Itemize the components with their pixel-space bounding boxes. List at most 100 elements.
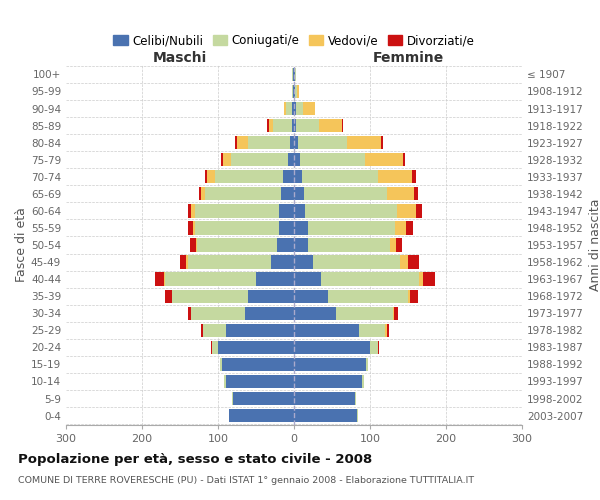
Bar (370, 340, 377, 354)
Bar (220, 358, 222, 371)
Bar (165, 272, 256, 286)
Bar (203, 324, 226, 337)
Bar (297, 85, 299, 98)
Bar (165, 290, 172, 303)
Bar (395, 222, 406, 234)
Bar (390, 238, 396, 252)
Bar (232, 392, 233, 405)
Bar (294, 340, 370, 354)
Bar (201, 187, 205, 200)
Bar (279, 204, 294, 218)
Bar (273, 119, 292, 132)
Bar (296, 119, 319, 132)
Bar (188, 204, 191, 218)
Bar (279, 222, 294, 234)
Bar (328, 290, 408, 303)
Bar (294, 392, 355, 405)
Bar (269, 119, 273, 132)
Bar (164, 272, 165, 286)
Bar (294, 375, 362, 388)
Bar (308, 222, 395, 234)
Bar (226, 375, 294, 388)
Bar (319, 119, 342, 132)
Bar (191, 306, 245, 320)
Bar (293, 68, 294, 81)
Bar (212, 340, 218, 354)
Bar (215, 170, 283, 183)
Bar (218, 340, 294, 354)
Bar (294, 102, 296, 115)
Bar (294, 68, 295, 81)
Bar (294, 153, 300, 166)
Bar (286, 102, 292, 115)
Bar (294, 409, 357, 422)
Bar (295, 85, 297, 98)
Bar (284, 102, 286, 115)
Bar (388, 187, 414, 200)
Bar (294, 290, 328, 303)
Bar (320, 272, 419, 286)
Bar (195, 222, 279, 234)
Bar (393, 306, 394, 320)
Legend: Celibi/Nubili, Coniugati/e, Vedovi/e, Divorziati/e: Celibi/Nubili, Coniugati/e, Vedovi/e, Di… (109, 30, 479, 52)
Bar (419, 272, 423, 286)
Bar (208, 170, 215, 183)
Bar (387, 324, 389, 337)
Bar (385, 324, 387, 337)
Bar (281, 187, 294, 200)
Bar (336, 306, 393, 320)
Text: Maschi: Maschi (153, 51, 207, 65)
Bar (294, 324, 359, 337)
Bar (294, 358, 366, 371)
Text: COMUNE DI TERRE ROVERESCHE (PU) - Dati ISTAT 1° gennaio 2008 - Elaborazione TUTT: COMUNE DI TERRE ROVERESCHE (PU) - Dati I… (18, 476, 474, 485)
Bar (222, 358, 294, 371)
Bar (292, 119, 294, 132)
Bar (205, 187, 281, 200)
Y-axis label: Anni di nascita: Anni di nascita (589, 198, 600, 291)
Bar (366, 358, 368, 371)
Text: Femmine: Femmine (373, 51, 443, 65)
Bar (283, 170, 294, 183)
Bar (271, 256, 294, 268)
Bar (382, 136, 383, 149)
Bar (394, 306, 398, 320)
Bar (193, 222, 195, 234)
Bar (359, 324, 385, 337)
Bar (294, 306, 336, 320)
Bar (199, 187, 201, 200)
Bar (294, 85, 295, 98)
Bar (362, 375, 364, 388)
Bar (188, 222, 193, 234)
Bar (365, 153, 403, 166)
Bar (233, 392, 294, 405)
Bar (305, 204, 397, 218)
Bar (229, 409, 294, 422)
Bar (197, 238, 277, 252)
Text: Popolazione per età, sesso e stato civile - 2008: Popolazione per età, sesso e stato civil… (18, 452, 372, 466)
Bar (396, 238, 402, 252)
Bar (294, 119, 296, 132)
Bar (155, 272, 164, 286)
Bar (347, 136, 382, 149)
Bar (308, 238, 390, 252)
Bar (188, 306, 191, 320)
Bar (342, 119, 343, 132)
Bar (200, 324, 203, 337)
Bar (248, 136, 290, 149)
Bar (294, 187, 304, 200)
Bar (294, 136, 298, 149)
Bar (196, 238, 197, 252)
Bar (410, 290, 418, 303)
Bar (205, 170, 208, 183)
Bar (406, 222, 413, 234)
Bar (277, 238, 294, 252)
Bar (290, 136, 294, 149)
Bar (423, 272, 434, 286)
Bar (292, 85, 293, 98)
Bar (400, 256, 408, 268)
Bar (186, 256, 188, 268)
Bar (172, 290, 248, 303)
Bar (235, 136, 237, 149)
Bar (414, 187, 418, 200)
Bar (237, 136, 248, 149)
